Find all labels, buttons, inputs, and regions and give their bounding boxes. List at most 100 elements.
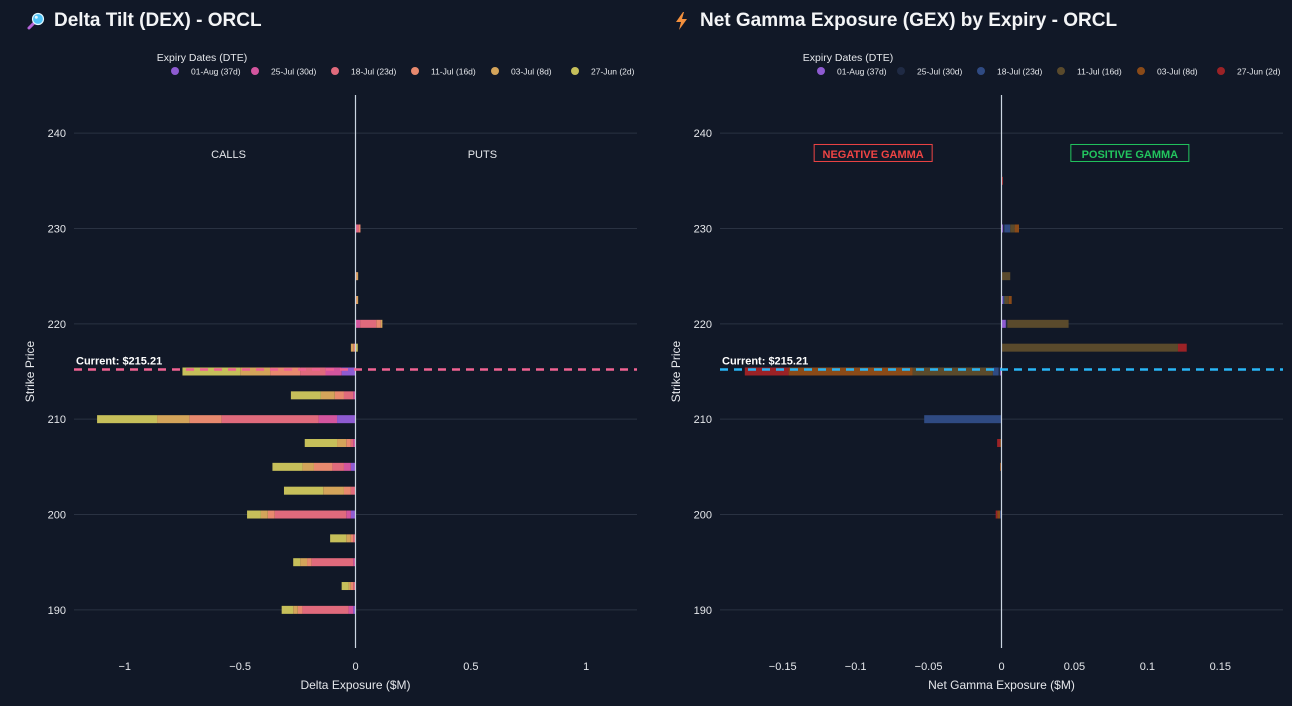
dex-bar	[293, 605, 298, 614]
dex-ytick-label: 200	[48, 510, 66, 522]
dex-ytick-label: 210	[48, 414, 66, 426]
dex-bar	[353, 534, 356, 543]
gex-legend-marker	[897, 67, 905, 75]
dex-bar	[247, 510, 261, 519]
dex-bar	[360, 319, 377, 328]
gex-title: Net Gamma Exposure (GEX) by Expiry - ORC…	[672, 10, 1117, 32]
dex-bar	[157, 415, 190, 424]
dex-bar	[353, 391, 356, 400]
dex-legend-marker	[571, 67, 579, 75]
dex-legend-label: 25-Jul (30d)	[271, 67, 317, 77]
dex-bar	[182, 367, 241, 376]
dex-bar	[311, 558, 354, 567]
gex-xtick-label: 0.05	[1064, 661, 1085, 673]
dex-bar	[260, 510, 268, 519]
dex-bar	[346, 510, 351, 519]
dex-bar	[353, 582, 356, 591]
gex-bar	[912, 367, 993, 376]
gex-legend-marker	[1217, 67, 1225, 75]
dex-bar	[283, 486, 324, 495]
dex-bar	[302, 462, 314, 471]
gex-legend: Expiry Dates (DTE) 01-Aug (37d) 25-Jul (30…	[803, 52, 1281, 77]
dex-bar	[341, 582, 349, 591]
gex-ytick-label: 230	[694, 223, 712, 235]
dex-legend-label: 27-Jun (2d)	[591, 67, 635, 77]
gex-bar	[997, 510, 1001, 519]
gex-legend-label: 25-Jul (30d)	[917, 67, 963, 77]
dex-bar	[353, 605, 356, 614]
dex-bar	[355, 295, 357, 304]
dex-bar	[267, 510, 275, 519]
gex-xtick-label: 0.1	[1140, 661, 1155, 673]
dex-xtick-label: 1	[583, 661, 589, 673]
gex-ytick-label: 200	[694, 510, 712, 522]
dex-bar	[350, 439, 354, 448]
dex-ytick-label: 240	[48, 128, 66, 140]
dex-bar	[353, 558, 356, 567]
dex-bar	[350, 486, 356, 495]
dex-bar	[355, 343, 358, 352]
dex-bar	[337, 439, 347, 448]
dex-legend-label: 03-Jul (8d)	[511, 67, 552, 77]
dex-panel: Delta Tilt (DEX) - ORCL Expiry Dates (DT…	[23, 10, 637, 692]
dex-current-price-label: Current: $215.21	[76, 355, 162, 367]
gex-legend-title: Expiry Dates (DTE)	[803, 52, 893, 64]
dex-bar	[355, 224, 357, 233]
dex-bar	[290, 391, 321, 400]
dex-bar	[302, 605, 349, 614]
gex-bar	[1010, 224, 1015, 233]
gex-bar	[1001, 224, 1003, 233]
dex-bar	[313, 462, 333, 471]
dex-ytick-label: 230	[48, 223, 66, 235]
gex-annotation-box	[1070, 143, 1190, 162]
dex-legend-marker	[251, 67, 259, 75]
dex-legend-label: 18-Jul (23d)	[351, 67, 397, 77]
gex-yaxis-title: Strike Price	[669, 341, 683, 403]
dex-ytick-label: 190	[48, 605, 66, 617]
dex-bar	[350, 534, 354, 543]
dex-bar	[97, 415, 158, 424]
gex-bar	[1000, 439, 1002, 448]
dex-bar	[356, 272, 359, 281]
gex-legend-marker	[1057, 67, 1065, 75]
dex-bar	[325, 367, 342, 376]
gex-bar	[1000, 367, 1002, 376]
dex-bar	[274, 510, 347, 519]
gex-bar	[1014, 224, 1020, 233]
gex-bar	[1005, 319, 1008, 328]
gex-xtick-label: 0	[998, 661, 1004, 673]
dex-bar	[272, 462, 303, 471]
gex-bar	[998, 367, 1001, 376]
dex-legend: Expiry Dates (DTE) 01-Aug (37d) 25-Jul (30…	[157, 52, 635, 77]
dex-xtick-label: −0.5	[229, 661, 251, 673]
dex-xaxis-title: Delta Exposure ($M)	[300, 678, 410, 692]
gex-xtick-label: −0.1	[845, 661, 867, 673]
dex-xtick-label: 0.5	[463, 661, 478, 673]
gex-bar	[1001, 176, 1003, 185]
magnifier-icon	[27, 12, 45, 30]
gex-bar	[995, 510, 998, 519]
dex-bar	[318, 415, 338, 424]
gex-xaxis-title: Net Gamma Exposure ($M)	[928, 678, 1075, 692]
dex-bar	[337, 415, 356, 424]
dex-annotation: PUTS	[468, 149, 497, 161]
dex-bar	[348, 582, 351, 591]
gex-bar	[744, 367, 789, 376]
gex-bar	[1004, 224, 1011, 233]
gex-current-price-label: Current: $215.21	[722, 355, 808, 367]
dex-bar	[343, 462, 351, 471]
dex-bar	[346, 534, 351, 543]
dex-bar	[355, 319, 361, 328]
gex-legend-label: 27-Jun (2d)	[1237, 67, 1281, 77]
gex-legend-marker	[1137, 67, 1145, 75]
dex-annotation: CALLS	[211, 149, 246, 161]
dex-bar	[350, 343, 354, 352]
dex-bar	[330, 534, 347, 543]
dex-bar	[346, 439, 351, 448]
gex-bar	[1000, 462, 1002, 471]
gex-bar	[992, 367, 999, 376]
dex-legend-title: Expiry Dates (DTE)	[157, 52, 247, 64]
dex-bar	[334, 391, 344, 400]
dex-bar	[356, 224, 359, 233]
gex-legend-marker	[817, 67, 825, 75]
